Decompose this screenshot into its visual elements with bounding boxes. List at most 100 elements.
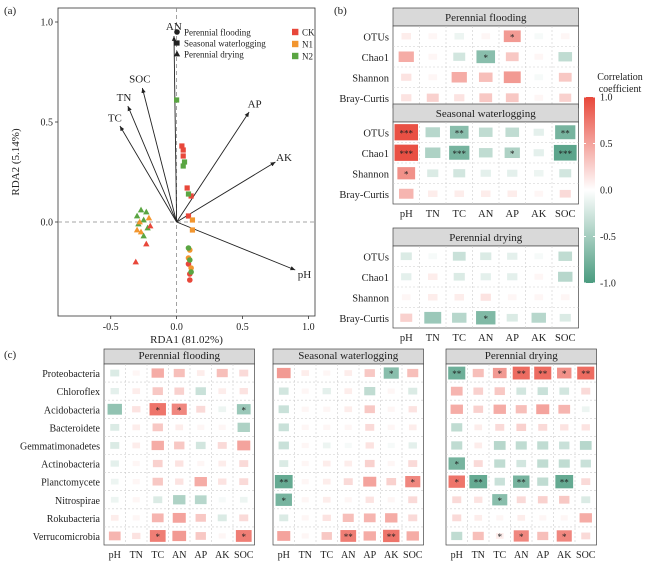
col-label: SOC (555, 209, 575, 220)
env-arrow-TN (127, 105, 178, 223)
heat-cell (171, 403, 187, 415)
heat-cell (408, 387, 418, 395)
legend-color-CK (292, 28, 299, 36)
heat-cell (322, 496, 331, 503)
heat-cell (239, 496, 248, 503)
heat-cell (364, 387, 376, 396)
row-label: Chao1 (362, 53, 389, 64)
heat-cell (400, 313, 413, 322)
legend-shape-label: Perennial flooding (184, 28, 251, 38)
heat-cell (469, 474, 488, 489)
row-label: Bray-Curtis (339, 190, 389, 201)
significance-mark: ** (581, 369, 591, 379)
heat-cell (196, 370, 205, 376)
significance-mark: * (242, 405, 247, 415)
heat-cell (151, 440, 164, 451)
significance-mark: *** (400, 128, 414, 138)
heat-cell (344, 388, 353, 395)
heat-cell (516, 459, 527, 468)
heat-cell (581, 478, 591, 486)
heat-cell (400, 252, 412, 261)
heat-cell (149, 403, 166, 416)
heat-cell (559, 387, 570, 395)
legend-colorbar (584, 97, 595, 283)
heat-cell (481, 33, 491, 40)
heat-cell (173, 368, 185, 378)
heat-cell (363, 513, 376, 523)
col-label: AN (172, 550, 186, 561)
significance-mark: ** (344, 532, 354, 542)
heat-cell (428, 53, 438, 60)
heat-cell (110, 369, 120, 377)
heat-cell (505, 52, 519, 62)
heat-cell (473, 460, 483, 467)
heat-cell (534, 273, 544, 280)
heat-cell (195, 387, 206, 396)
heat-cell (452, 312, 467, 323)
heat-cell (504, 147, 520, 159)
legend-shape-circle (174, 29, 180, 35)
heat-cell (496, 515, 504, 521)
heat-cell (581, 387, 591, 395)
col-label: TN (130, 550, 143, 561)
heat-cell (560, 515, 568, 521)
x-tick-label: 0.0 (170, 322, 183, 333)
heat-cell (581, 424, 590, 431)
heat-cell (454, 94, 465, 102)
heat-cell (110, 496, 119, 503)
heat-cell (218, 424, 226, 430)
col-label: SOC (555, 333, 575, 344)
point-square (184, 185, 190, 191)
legend-tick-label: 0.0 (600, 186, 613, 197)
heat-cell (239, 388, 248, 395)
legend-tick-label: 0.5 (600, 139, 613, 150)
col-label: pH (400, 209, 413, 220)
heat-cell (474, 514, 483, 521)
significance-mark: *** (559, 149, 573, 159)
heat-cell (506, 313, 518, 322)
heat-cell (427, 169, 439, 178)
row-label: Chloroflex (57, 387, 100, 398)
facet-title: Perennial drying (449, 232, 523, 244)
rda-biplot: (a) -0.5 0.0 0.5 1.0 0.0 0.5 1.0 RDA1 (81.02%) RD… (4, 5, 316, 346)
col-label: SOC (576, 550, 596, 561)
heat-cell (217, 514, 227, 522)
heat-cell (507, 273, 518, 281)
heat-cell (453, 52, 466, 61)
heat-cell (450, 386, 463, 396)
legend-shape-square (174, 40, 180, 46)
heat-cell (301, 424, 309, 430)
heat-cell (401, 94, 412, 102)
heat-cell (425, 147, 441, 159)
significance-mark: * (404, 169, 409, 179)
heat-cell (218, 406, 227, 413)
heat-cell (534, 253, 544, 260)
col-label: SOC (403, 550, 423, 561)
col-label: AP (194, 550, 207, 561)
facet-title: Perennial flooding (445, 12, 527, 24)
heat-cell (383, 529, 400, 543)
heat-cell (152, 387, 163, 396)
row-label: Shannon (352, 293, 390, 304)
heat-cell (322, 514, 331, 521)
heat-cell (408, 406, 417, 413)
heat-cell (428, 273, 438, 281)
heat-cell (152, 423, 163, 432)
significance-mark: * (411, 478, 416, 488)
heat-cell (559, 441, 570, 450)
col-label: AK (531, 333, 547, 344)
heat-cell (534, 169, 544, 177)
legend-tick-label: -0.5 (600, 232, 616, 243)
row-label: Acidobacteria (44, 405, 101, 416)
heat-cell (472, 368, 484, 378)
plot-frame (57, 7, 316, 317)
heat-cell (322, 388, 331, 395)
heat-cell (492, 367, 507, 379)
heat-cell (132, 479, 140, 485)
heat-cell (218, 533, 226, 539)
heat-cell (149, 530, 166, 542)
heat-cell (364, 369, 375, 377)
point-square (180, 153, 186, 159)
heat-cell (494, 459, 506, 468)
facet-title: Seasonal waterlogging (436, 108, 536, 120)
